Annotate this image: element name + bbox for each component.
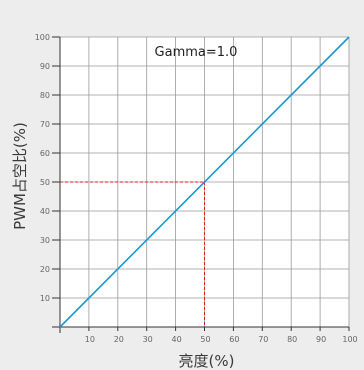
y-tick-label: 100 <box>35 33 50 42</box>
y-tick-label: 20 <box>40 265 50 274</box>
y-tick-label: 10 <box>40 294 50 303</box>
x-tick-label: 90 <box>316 335 326 344</box>
x-tick-label: 40 <box>172 335 182 344</box>
y-tick-label: 70 <box>40 120 50 129</box>
y-tick-label: 90 <box>40 62 50 71</box>
y-tick-label: 50 <box>40 178 50 187</box>
y-tick-label: 80 <box>40 91 50 100</box>
x-tick-label: 80 <box>287 335 297 344</box>
y-tick-label: 60 <box>40 149 50 158</box>
y-tick-label: 30 <box>40 236 50 245</box>
gamma-annotation: Gamma=1.0 <box>155 45 238 60</box>
x-tick-label: 70 <box>258 335 268 344</box>
x-tick-label: 60 <box>229 335 239 344</box>
x-tick-label: 20 <box>114 335 124 344</box>
x-tick-label: 30 <box>143 335 153 344</box>
series-line <box>59 36 350 328</box>
x-tick-label: 100 <box>342 335 357 344</box>
reference-lines <box>60 181 205 327</box>
series-layer <box>59 36 350 328</box>
x-tick-label: 10 <box>85 335 95 344</box>
y-tick-label: 40 <box>40 207 50 216</box>
y-axis-label: PWM占空比(%) <box>11 122 29 230</box>
tick-labels: 10 20 30 40 50 60 70 80 90 100 10 20 30 40 50 60 70 80 90 1… <box>35 33 358 344</box>
x-tick-label: 50 <box>200 335 210 344</box>
x-axis-label: 亮度(%) <box>179 352 235 370</box>
